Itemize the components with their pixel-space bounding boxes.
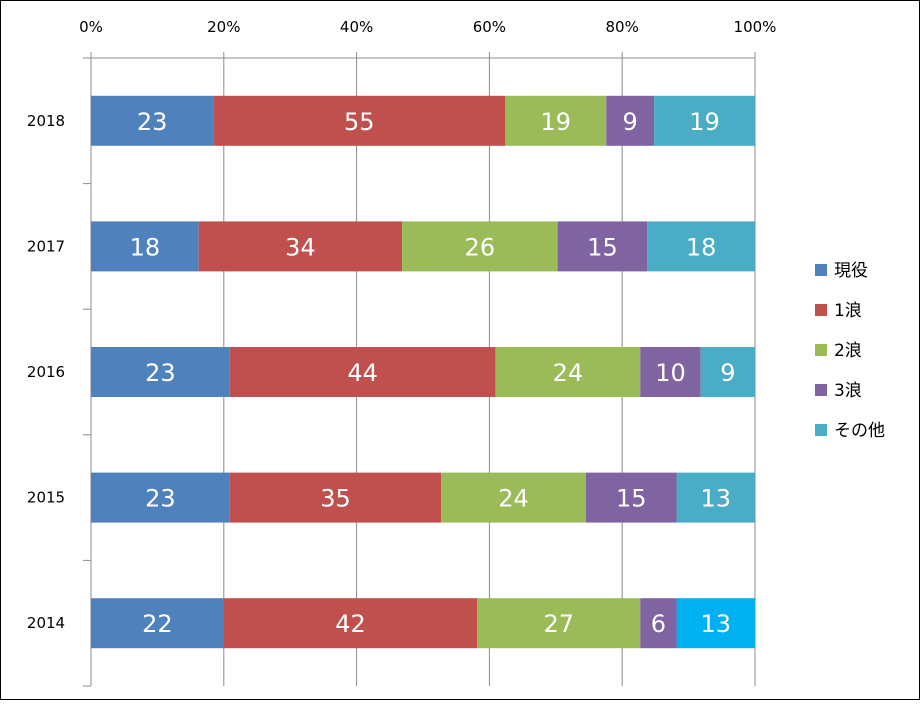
bar-value-label: 24 — [553, 359, 584, 387]
bar-2015-3 — [585, 472, 677, 523]
bar-value-label: 6 — [651, 610, 666, 638]
bar-2018-1 — [213, 95, 506, 146]
bar-2016-0 — [91, 347, 230, 397]
bar-2018-4 — [654, 95, 755, 146]
bar-2017-2 — [402, 221, 558, 272]
y-tick-label: 2016 — [27, 363, 65, 381]
bar-value-label: 24 — [498, 485, 529, 513]
legend-label-0: 現役 — [834, 261, 868, 281]
bar-value-label: 22 — [142, 610, 173, 638]
bar-value-label: 18 — [686, 233, 717, 261]
bar-value-label: 10 — [655, 359, 686, 387]
bar-value-label: 18 — [130, 233, 161, 261]
y-tick-label: 2014 — [27, 614, 65, 632]
bar-2018-3 — [606, 95, 655, 146]
bar-2018-0 — [91, 95, 214, 146]
legend-swatch-2 — [815, 344, 827, 356]
bar-2016-4 — [700, 347, 755, 397]
bar-value-label: 23 — [145, 359, 176, 387]
bars — [91, 95, 755, 649]
bar-value-label: 9 — [720, 359, 735, 387]
bar-value-label: 23 — [137, 108, 168, 136]
legend-swatch-0 — [815, 264, 827, 276]
y-tick-label: 2017 — [27, 237, 65, 255]
bar-value-label: 9 — [623, 108, 638, 136]
bar-value-label: 55 — [344, 108, 375, 136]
bar-value-label: 23 — [145, 485, 176, 513]
bar-value-label: 44 — [347, 359, 378, 387]
bar-2015-4 — [676, 472, 755, 523]
bar-2017-1 — [198, 221, 403, 272]
bar-2014-1 — [223, 598, 478, 649]
bar-value-label: 34 — [285, 233, 316, 261]
x-tick-label: 80% — [606, 18, 639, 36]
x-tick-label: 0% — [79, 18, 103, 36]
bar-value-label: 15 — [587, 233, 618, 261]
bar-value-label: 27 — [544, 610, 575, 638]
bar-value-label: 19 — [689, 108, 720, 136]
x-tick-label: 20% — [207, 18, 240, 36]
x-tick-label: 60% — [473, 18, 506, 36]
bar-value-label: 26 — [465, 233, 496, 261]
bar-2014-4 — [676, 598, 755, 649]
data-labels: 23 55 19 9 19 18 34 26 15 18 23 44 24 10 9 23 35 24 15 13 22… — [130, 108, 736, 638]
x-tick-label: 40% — [340, 18, 373, 36]
legend-label-1: 1浪 — [834, 301, 862, 321]
bar-value-label: 13 — [700, 485, 731, 513]
bar-2016-1 — [229, 347, 496, 397]
bar-2016-2 — [495, 347, 641, 397]
bar-2017-4 — [647, 221, 755, 272]
y-tick-label: 2018 — [27, 112, 65, 130]
bar-value-label: 42 — [335, 610, 366, 638]
x-tick-label: 100% — [734, 18, 777, 36]
legend-swatch-1 — [815, 304, 827, 316]
y-tick-label: 2015 — [27, 489, 65, 507]
bar-2015-0 — [91, 472, 230, 523]
axes: 0% 20% 40% 60% 80% 100% 2018 2017 2016 2015 2014 — [27, 18, 777, 687]
legend-label-3: 3浪 — [834, 381, 862, 401]
bar-2018-2 — [505, 95, 607, 146]
bar-value-label: 15 — [616, 485, 647, 513]
legend-swatch-3 — [815, 384, 827, 396]
bar-2014-3 — [640, 598, 677, 649]
bar-2014-0 — [91, 598, 224, 649]
legend-label-2: 2浪 — [834, 341, 862, 361]
bar-2017-0 — [91, 221, 199, 272]
bar-2015-2 — [441, 472, 586, 523]
bar-2014-2 — [477, 598, 641, 649]
bar-2017-3 — [557, 221, 648, 272]
bar-value-label: 19 — [541, 108, 572, 136]
bar-value-label: 13 — [700, 610, 731, 638]
bar-value-label: 35 — [320, 485, 351, 513]
bar-2015-1 — [229, 472, 442, 523]
bar-2016-3 — [640, 347, 701, 397]
legend-swatch-4 — [815, 424, 827, 436]
legend-label-4: その他 — [834, 421, 885, 441]
